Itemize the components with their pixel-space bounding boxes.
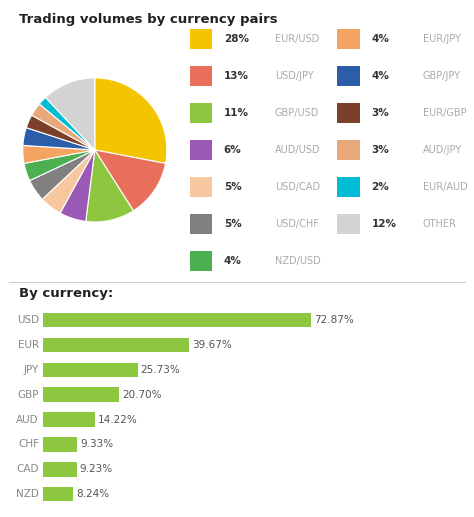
Wedge shape [46,78,95,150]
Text: 5%: 5% [224,182,241,192]
Text: EUR/USD: EUR/USD [275,34,319,44]
Text: 14.22%: 14.22% [98,415,138,424]
Text: GBP/USD: GBP/USD [275,108,319,118]
Text: 25.73%: 25.73% [140,365,180,375]
Wedge shape [29,150,95,199]
Text: 28%: 28% [224,34,249,44]
Text: Trading volumes by currency pairs: Trading volumes by currency pairs [19,13,278,26]
Bar [337,140,360,160]
Bar [43,487,73,501]
Bar [43,313,311,327]
Bar [337,66,360,86]
Bar [337,177,360,197]
Text: 5%: 5% [224,219,241,229]
Text: CHF: CHF [18,439,39,449]
Text: EUR/AUD: EUR/AUD [423,182,467,192]
Bar [43,413,95,427]
Text: 4%: 4% [372,71,390,81]
Bar [337,29,360,49]
Text: GBP: GBP [18,390,39,400]
Text: NZD/USD: NZD/USD [275,256,321,266]
Text: 3%: 3% [372,145,389,155]
Text: EUR: EUR [18,340,39,350]
Text: 13%: 13% [224,71,249,81]
Bar [190,29,212,49]
Text: 4%: 4% [224,256,242,266]
Bar [190,177,212,197]
Text: 39.67%: 39.67% [192,340,232,350]
Text: 2%: 2% [372,182,389,192]
Text: JPY: JPY [24,365,39,375]
Text: 4%: 4% [372,34,390,44]
Text: GBP/JPY: GBP/JPY [423,71,461,81]
Text: USD: USD [17,315,39,325]
Bar [43,387,119,402]
Text: USD/CAD: USD/CAD [275,182,320,192]
Wedge shape [23,128,95,150]
Wedge shape [39,97,95,150]
Text: 12%: 12% [372,219,397,229]
Text: AUD: AUD [16,415,39,424]
Bar [43,362,137,377]
Text: EUR/JPY: EUR/JPY [423,34,461,44]
Text: 11%: 11% [224,108,249,118]
Wedge shape [26,115,95,150]
Text: EUR/GBP: EUR/GBP [423,108,466,118]
Wedge shape [23,145,95,163]
Text: AUD/JPY: AUD/JPY [423,145,462,155]
Wedge shape [32,104,95,150]
Bar [190,214,212,234]
Bar [43,437,77,452]
Bar [190,140,212,160]
Wedge shape [95,150,165,211]
Text: AUD/USD: AUD/USD [275,145,320,155]
Text: 8.24%: 8.24% [76,489,109,499]
Bar [337,214,360,234]
Wedge shape [60,150,95,221]
Wedge shape [24,150,95,180]
Bar [43,462,77,477]
Wedge shape [42,150,95,213]
Text: USD/CHF: USD/CHF [275,219,319,229]
Wedge shape [86,150,133,222]
Bar [43,338,189,352]
Text: 9.23%: 9.23% [80,464,113,474]
Text: 72.87%: 72.87% [314,315,354,325]
Text: 6%: 6% [224,145,241,155]
Text: 9.33%: 9.33% [80,439,113,449]
Bar [190,66,212,86]
Bar [190,251,212,271]
Bar [190,103,212,123]
Text: OTHER: OTHER [423,219,456,229]
Text: NZD: NZD [16,489,39,499]
Text: 20.70%: 20.70% [122,390,162,400]
Bar [337,103,360,123]
Wedge shape [95,78,167,163]
Text: 3%: 3% [372,108,389,118]
Text: USD/JPY: USD/JPY [275,71,313,81]
Text: By currency:: By currency: [19,287,113,300]
Text: CAD: CAD [17,464,39,474]
